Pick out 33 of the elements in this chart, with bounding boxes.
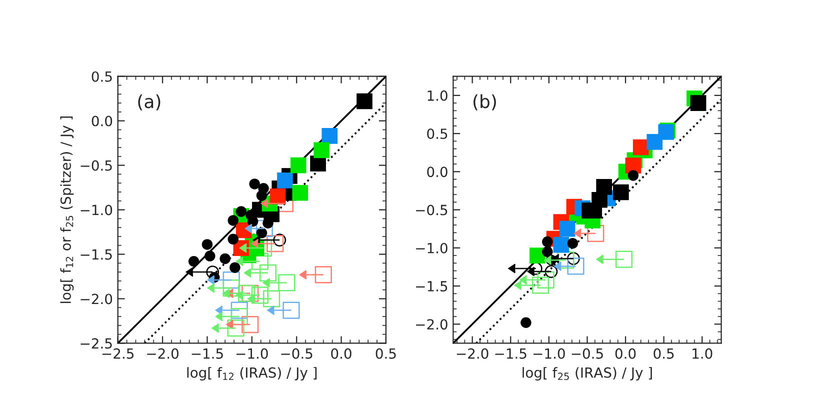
- x-tick-label: 0.5: [654, 348, 674, 359]
- x-tick-label: −0.5: [572, 348, 603, 359]
- y-tick-label: −2.0: [80, 294, 112, 304]
- y-tick-label: −1.0: [80, 204, 112, 216]
- y-tick-label: 0.0: [427, 166, 448, 178]
- y-tick-label: −1.5: [80, 249, 112, 260]
- x-tick-label: −2.0: [147, 348, 178, 359]
- x-tick-label: 0.5: [376, 348, 396, 359]
- x-tick-label: −2.0: [456, 348, 488, 359]
- y-tick-label: −2.5: [80, 338, 112, 349]
- y-tick-label: −2.0: [416, 319, 448, 330]
- x-tick-label: −1.0: [534, 348, 565, 359]
- x-tick-label: −1.0: [236, 348, 268, 359]
- x-tick-label: −1.5: [192, 348, 223, 359]
- x-tick-label: −2.5: [102, 348, 134, 359]
- y-tick-label: 0.5: [427, 128, 448, 140]
- x-tick-label: −0.5: [281, 348, 312, 359]
- annotation: (b): [474, 94, 496, 110]
- y-tick-label: 0.0: [92, 116, 112, 126]
- y-tick-label: 0.5: [92, 71, 112, 82]
- x-axis-title: log[ f$_{12}$ (IRAS) / Jy ]: [187, 367, 317, 381]
- x-tick-label: 1.0: [692, 348, 712, 359]
- y-tick-label: −0.5: [416, 204, 448, 216]
- y-tick-label: −1.5: [416, 281, 448, 292]
- x-tick-label: 0.0: [331, 348, 352, 359]
- x-tick-label: −1.5: [495, 348, 526, 359]
- x-tick-label: 0.0: [615, 348, 636, 359]
- x-axis-title: log[ f$_{25}$ (IRAS) / Jy ]: [522, 367, 652, 381]
- y-tick-label: −1.0: [416, 242, 448, 254]
- annotation: (a): [138, 94, 160, 110]
- y-tick-label: −0.5: [80, 160, 112, 171]
- y-axis-title: log[ f$_{12}$ or f$_{25}$ (Spitzer) / Jy ]: [60, 116, 74, 303]
- y-tick-label: 1.0: [428, 90, 448, 101]
